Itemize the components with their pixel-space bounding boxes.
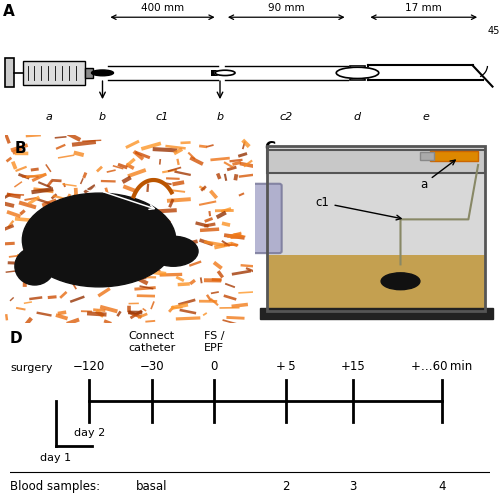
FancyBboxPatch shape [85,68,92,78]
Text: c2: c2 [280,112,293,122]
FancyBboxPatch shape [5,58,14,87]
FancyBboxPatch shape [260,308,492,319]
Ellipse shape [22,193,176,287]
FancyBboxPatch shape [267,146,486,311]
Text: 17 mm: 17 mm [406,3,442,13]
Text: 3: 3 [350,480,357,492]
Text: 0: 0 [210,360,218,373]
FancyBboxPatch shape [420,152,434,160]
Text: C: C [264,140,276,156]
Text: 4: 4 [438,480,446,492]
Text: 2: 2 [282,480,290,492]
Text: Connect
catheter: Connect catheter [128,331,175,352]
Text: day 1: day 1 [40,454,71,464]
Text: B: B [15,140,26,156]
Text: e: e [423,112,430,122]
Text: −30: −30 [140,360,164,373]
Text: Blood samples:: Blood samples: [10,480,100,492]
FancyBboxPatch shape [248,184,282,253]
Ellipse shape [15,248,54,285]
Text: basal: basal [136,480,168,492]
Ellipse shape [381,273,420,289]
FancyBboxPatch shape [211,70,218,76]
Text: d: d [354,112,361,122]
FancyBboxPatch shape [350,66,365,80]
Text: A: A [2,4,14,19]
FancyBboxPatch shape [22,61,85,84]
Circle shape [215,70,235,75]
Text: c2: c2 [84,181,154,210]
Text: 45°: 45° [488,26,500,36]
Text: c1: c1 [316,196,401,220]
Text: + 5: + 5 [276,360,296,373]
FancyBboxPatch shape [267,150,486,172]
Text: c1: c1 [156,112,169,122]
Text: FS /
EPF: FS / EPF [204,331,224,352]
Text: +…60 min: +…60 min [412,360,472,373]
FancyBboxPatch shape [267,255,486,311]
Text: D: D [10,331,22,346]
Circle shape [92,70,114,76]
Text: +15: +15 [341,360,365,373]
Text: b: b [99,112,106,122]
Text: surgery: surgery [10,363,53,373]
FancyBboxPatch shape [430,151,478,161]
Text: 90 mm: 90 mm [268,3,304,13]
Ellipse shape [148,236,198,266]
Text: −120: −120 [73,360,106,373]
Circle shape [336,67,379,78]
Text: a: a [420,160,455,190]
Text: a: a [46,112,52,122]
Text: 400 mm: 400 mm [141,3,184,13]
Text: day 2: day 2 [74,428,105,438]
Text: b: b [216,112,224,122]
